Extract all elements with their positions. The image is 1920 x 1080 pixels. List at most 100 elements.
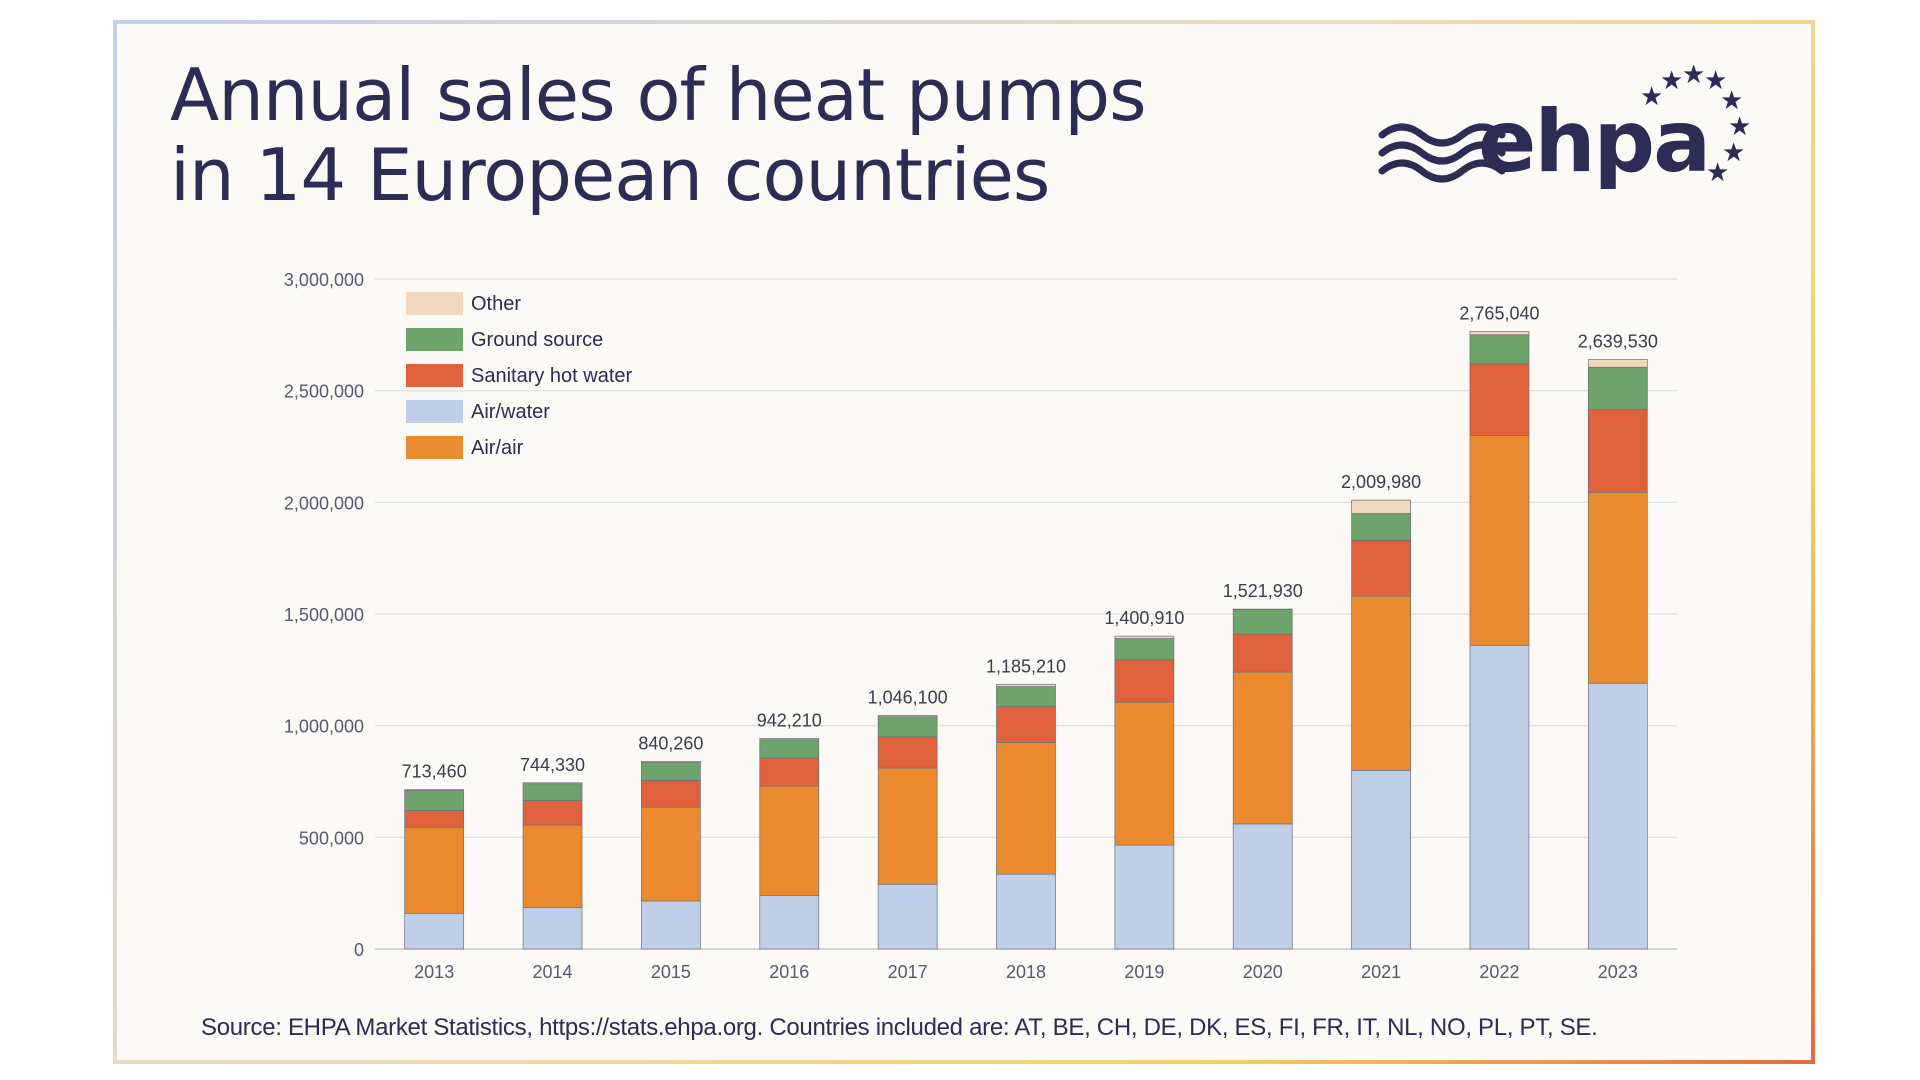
bar-segment (404, 810, 465, 828)
bar-segment (1351, 595, 1411, 771)
bar-segment (1114, 701, 1175, 846)
bar-segment (1114, 844, 1175, 950)
total-label: 2,639,530 (1578, 332, 1658, 352)
bar-segment (1351, 769, 1411, 950)
bar-segment (996, 742, 1056, 875)
title-line-1: Annual sales of heat pumps (170, 53, 1147, 137)
x-tick-label: 2014 (533, 962, 573, 982)
bar-segment (404, 789, 465, 791)
bar-segment (641, 780, 701, 808)
chart-frame (113, 20, 1815, 1064)
bar-segment (404, 826, 465, 914)
ehpa-logo: ★ ★ ★ ★ ★ ★ ★ ★ ehpa (1370, 65, 1750, 215)
legend-label: Sanitary hot water (471, 365, 633, 387)
svg-text:★: ★ (1706, 158, 1729, 188)
bar-segment (404, 790, 465, 811)
bar-segment (877, 716, 938, 738)
legend-swatch (406, 292, 463, 315)
x-tick-label: 2015 (651, 962, 691, 982)
x-tick-label: 2019 (1124, 962, 1164, 982)
y-tick-label: 2,500,000 (284, 382, 364, 402)
svg-text:★: ★ (1704, 66, 1727, 96)
bar-segment (996, 683, 1056, 687)
bar-segment (759, 785, 820, 896)
svg-text:★: ★ (1660, 66, 1683, 96)
legend-swatch (406, 328, 463, 351)
total-label: 1,521,930 (1223, 581, 1303, 601)
stars-icon: ★ ★ ★ ★ ★ ★ ★ ★ (1640, 65, 1750, 188)
legend-label: Air/air (471, 437, 524, 459)
source-note: Source: EHPA Market Statistics, https://… (201, 1014, 1598, 1041)
bar-segment (877, 736, 938, 769)
bar-segment (1469, 331, 1530, 336)
bar-segment (1587, 491, 1648, 684)
bar-segment (1351, 499, 1411, 514)
bar-segment (877, 767, 938, 885)
bar-segment (1114, 638, 1175, 661)
svg-text:★: ★ (1722, 138, 1745, 168)
x-tick-label: 2016 (769, 962, 809, 982)
total-label: 1,046,100 (868, 687, 948, 707)
bar-segment (996, 873, 1056, 950)
bar-segment (641, 806, 701, 902)
bar-segment (877, 883, 938, 950)
bar-segment (759, 757, 820, 787)
bar-segment (1587, 359, 1648, 368)
bar-segment (1114, 635, 1175, 639)
bar-segment (1587, 682, 1648, 950)
y-tick-label: 0 (354, 940, 364, 960)
bar-segment (1469, 334, 1530, 365)
bar-segment (641, 762, 701, 781)
total-label: 2,765,040 (1459, 303, 1539, 323)
bar-segment (759, 895, 820, 950)
bar-segment (641, 900, 701, 950)
bar-segment (877, 715, 938, 718)
y-tick-label: 1,500,000 (284, 605, 364, 625)
legend-swatch (406, 400, 463, 423)
title-line-2: in 14 European countries (170, 133, 1050, 217)
chart-title: Annual sales of heat pumps in 14 Europea… (170, 53, 1147, 217)
total-label: 2,009,980 (1341, 472, 1421, 492)
svg-text:★: ★ (1728, 112, 1750, 142)
x-tick-label: 2022 (1479, 962, 1519, 982)
bar-segment (641, 760, 701, 763)
svg-text:★: ★ (1682, 65, 1705, 90)
legend-swatch (406, 436, 463, 459)
total-label: 713,460 (402, 762, 467, 782)
bar-segment (1469, 644, 1530, 950)
legend-label: Ground source (471, 329, 603, 351)
bar-segment (996, 686, 1056, 708)
x-tick-label: 2023 (1598, 962, 1638, 982)
bar-segment (1232, 671, 1293, 825)
bar-segment (522, 800, 583, 826)
bar-segment (759, 739, 820, 759)
y-tick-label: 3,000,000 (284, 270, 364, 290)
waves-icon (1378, 123, 1506, 183)
bar-segment (1351, 539, 1411, 597)
bar-segment (1232, 633, 1293, 673)
bar-segment (1232, 823, 1293, 950)
total-label: 942,210 (757, 711, 822, 731)
svg-text:★: ★ (1720, 86, 1743, 116)
bar-segment (759, 738, 820, 741)
total-label: 840,260 (638, 733, 703, 753)
svg-text:★: ★ (1640, 82, 1663, 112)
x-tick-label: 2017 (888, 962, 928, 982)
bar-segment (1232, 609, 1293, 635)
x-tick-label: 2021 (1361, 962, 1401, 982)
legend-swatch (406, 364, 463, 387)
legend-label: Air/water (471, 401, 550, 423)
total-label: 1,400,910 (1104, 608, 1184, 628)
y-tick-label: 1,000,000 (284, 717, 364, 737)
bar-segment (1469, 434, 1530, 646)
bar-segment (522, 782, 583, 785)
bar-segment (996, 706, 1056, 743)
y-tick-label: 2,000,000 (284, 493, 364, 513)
x-tick-label: 2013 (414, 962, 454, 982)
total-label: 744,330 (520, 755, 585, 775)
bar-segment (1587, 409, 1648, 493)
bar-segment (1351, 513, 1411, 541)
total-label: 1,185,210 (986, 656, 1066, 676)
bar-segment (1114, 659, 1175, 703)
bar-segment (1469, 363, 1530, 436)
